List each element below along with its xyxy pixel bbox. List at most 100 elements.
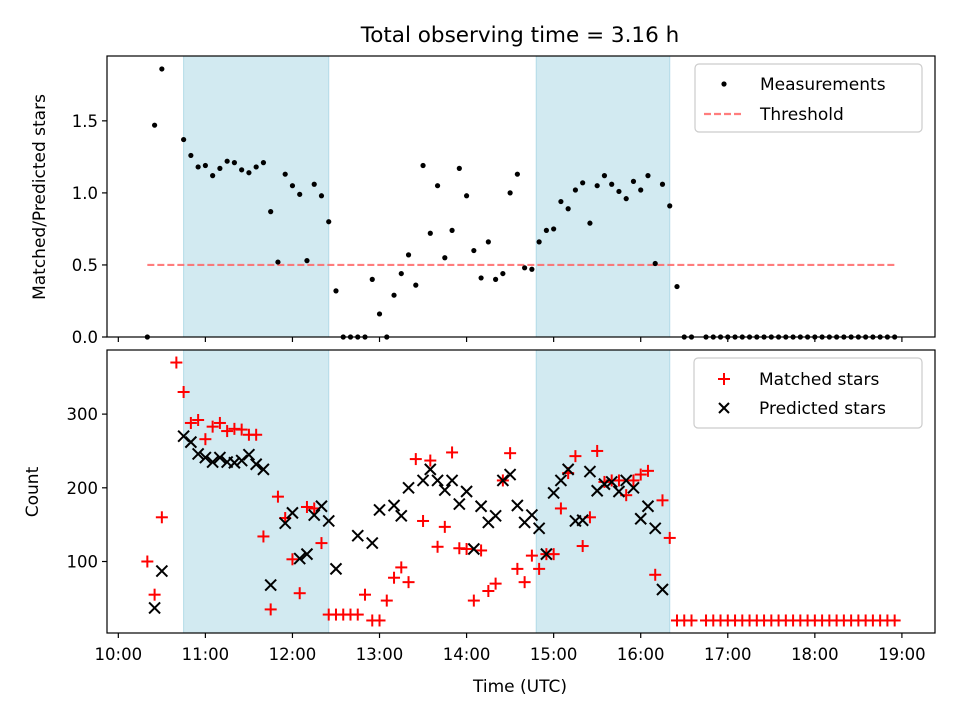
matched-star-marker [489,577,502,590]
predicted-star-marker [155,564,169,578]
matched-star-marker [221,425,234,438]
matched-star-marker [518,576,531,589]
measurement-point [318,193,325,199]
matched-star-marker [409,453,422,466]
x-tick-label: 15:00 [530,645,578,664]
measurement-point [594,183,600,189]
matched-star-marker [576,540,589,553]
measurement-point [572,187,579,193]
measurement-point [616,188,622,195]
chart-title: Total observing time = 3.16 h [360,23,680,48]
measurement-point [311,181,317,187]
measurement-point [275,259,281,265]
measurement-point [463,193,470,199]
matched-star-marker [192,414,205,427]
shaded-interval [535,55,671,338]
matched-star-marker [598,475,611,488]
bottom-y-axis-label: Count [23,466,43,517]
matched-star-marker [177,386,190,399]
predicted-star-marker [206,455,219,469]
matched-star-marker [685,614,698,627]
predicted-star-marker [503,468,517,481]
measurement-point [609,181,615,187]
top-x-ticks [117,337,903,342]
measurement-point [326,219,332,225]
predicted-star-marker [249,458,263,471]
matched-star-marker [424,454,437,467]
predicted-star-marker [264,578,277,592]
predicted-star-marker [242,448,256,461]
measurement-point [188,152,194,159]
predicted-star-marker [547,486,560,500]
matched-star-marker [235,423,248,436]
top-y-tick-label: 1.5 [72,112,98,131]
predicted-star-marker [532,522,546,535]
measurement-point [580,180,586,186]
predicted-star-marker [431,474,444,487]
matched-star-marker [315,537,328,550]
legend-measurements-marker [721,81,727,87]
predicted-star-marker [540,547,553,561]
measurement-point [500,270,506,277]
predicted-star-marker [583,465,597,478]
matched-star-marker [351,608,364,621]
matched-star-marker [213,416,226,429]
matched-star-marker [184,416,197,429]
measurement-point [674,283,680,290]
measurement-point [246,170,252,176]
predicted-star-marker [387,499,401,512]
predicted-star-marker [576,514,589,527]
predicted-star-marker [293,552,306,565]
predicted-star-marker [460,485,473,498]
measurement-point [151,122,158,128]
predicted-star-marker [598,477,611,491]
predicted-star-marker [561,463,575,476]
measurement-point [551,226,557,232]
measurement-point [493,276,499,282]
measurement-point [630,178,637,184]
x-tick-label: 19:00 [878,645,926,664]
predicted-star-marker [286,506,299,520]
bottom-axes-frame [106,349,936,634]
measurement-point [645,173,651,179]
measurement-point [268,209,274,215]
matched-star-marker [547,548,560,561]
predicted-star-marker [278,516,292,530]
measurement-point [638,187,644,193]
measurement-point [623,196,629,202]
predicted-star-marker [228,456,241,469]
measurement-point [217,165,223,171]
x-tick-label: 14:00 [443,645,491,664]
top-legend-box [694,63,923,133]
predicted-star-marker [656,583,669,596]
matched-star-marker [264,603,277,616]
x-tick-label: 13:00 [356,645,404,664]
matched-star-marker [460,542,473,555]
matched-star-marker [206,420,219,433]
bottom-x-ticks: 10:00 11:00 12:00 13:00 14:00 15:00 16:00 17:00… [95,633,926,664]
measurement-point [231,160,238,166]
matched-star-marker [641,464,654,477]
bottom-y-tick-label: 300 [67,405,99,424]
measurement-point [529,266,535,272]
matched-star-marker [511,562,524,575]
measurement-point [391,292,397,298]
matched-star-marker [554,502,567,515]
measurement-point [181,136,187,143]
top-y-ticks: 0.0 0.5 1.0 1.5 [72,112,107,347]
predicted-star-marker [438,483,452,497]
measurement-point [297,191,303,197]
predicted-star-marker [649,522,662,535]
x-axis-label: Time (UTC) [472,677,567,697]
predicted-star-marker [148,601,161,615]
matched-star-marker [141,555,154,568]
predicted-star-marker [184,435,198,449]
predicted-star-marker [366,536,379,550]
bottom-legend: Matched stars Predicted stars [693,357,923,429]
measurement-point [239,167,245,173]
measurement-point [442,255,448,261]
bottom-panel: 10:00 11:00 12:00 13:00 14:00 15:00 16:00 17:00… [23,349,936,697]
measurement-point [260,160,267,166]
matched-star-marker [431,540,444,553]
